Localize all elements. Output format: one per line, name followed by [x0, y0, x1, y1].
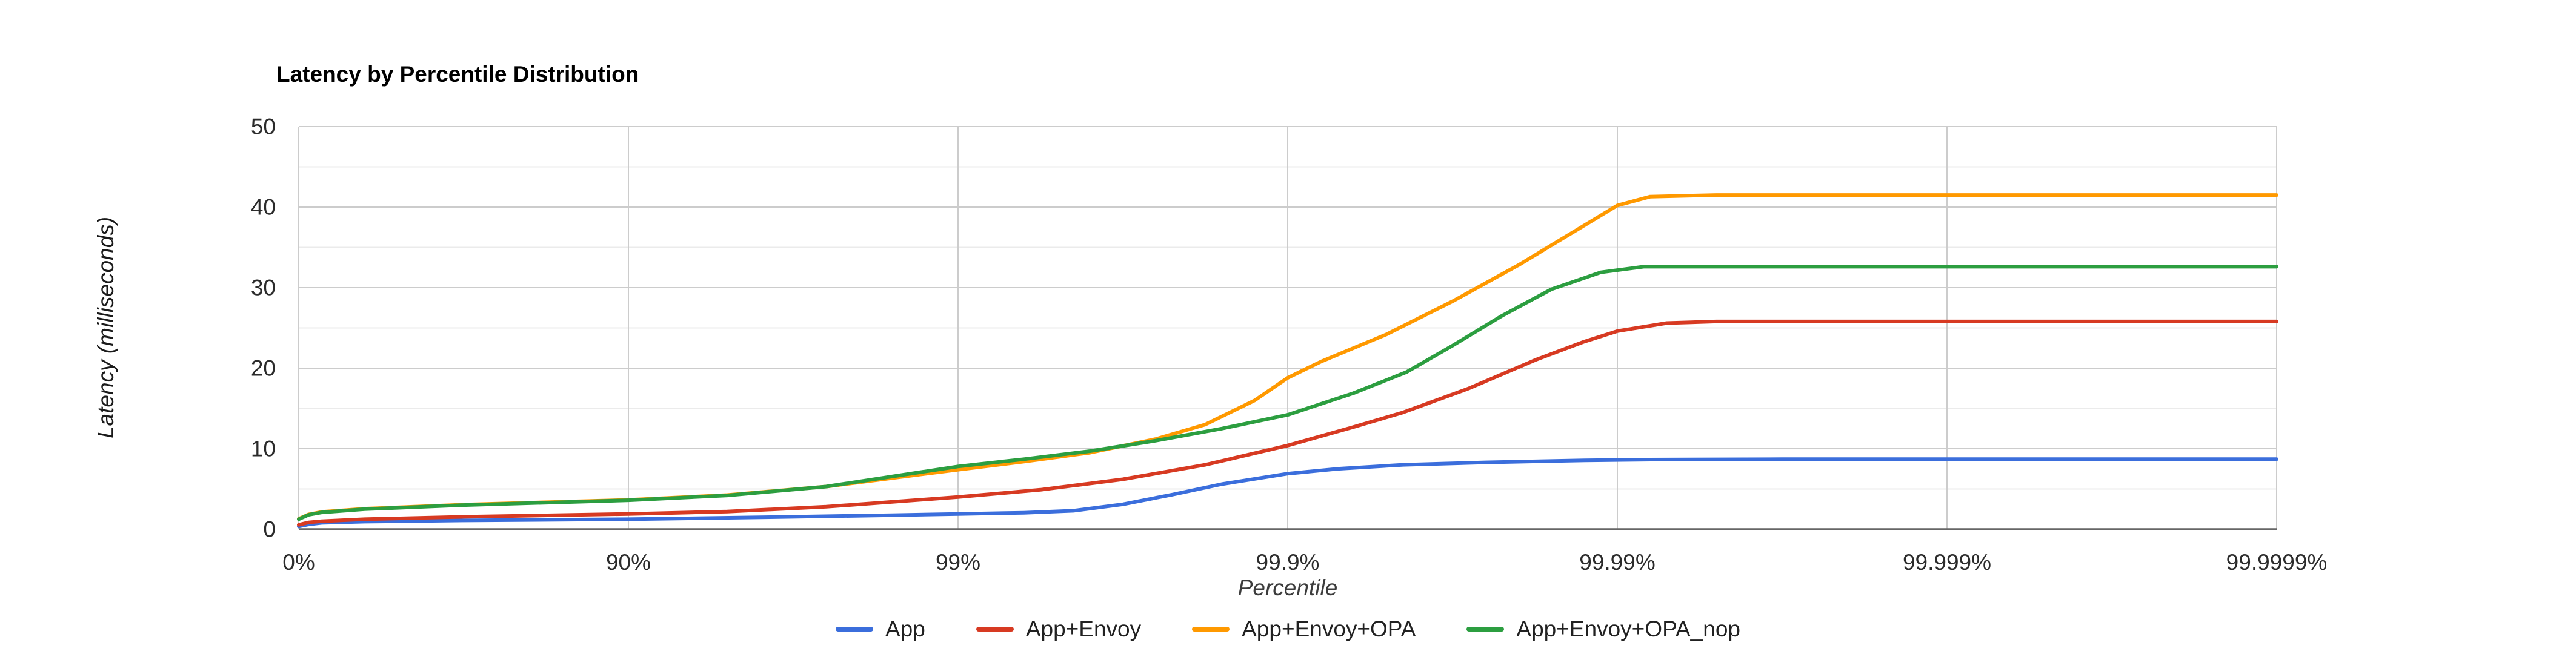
x-tick-label: 99.9% — [1256, 550, 1320, 575]
legend-swatch-icon — [1192, 627, 1230, 632]
legend-label: App+Envoy+OPA_nop — [1516, 616, 1740, 641]
legend-swatch-icon — [976, 627, 1014, 632]
x-tick-label: 0% — [282, 550, 315, 575]
y-tick-label: 30 — [250, 275, 276, 300]
y-tick-label: 0 — [263, 517, 276, 542]
x-axis-title: Percentile — [1237, 575, 1338, 600]
legend-label: App+Envoy+OPA — [1242, 616, 1416, 641]
x-tick-label: 99% — [935, 550, 981, 575]
series-line-App+Envoy — [297, 319, 2278, 527]
y-tick-label: 20 — [250, 355, 276, 381]
legend-item-App+Envoy+OPA_nop: App+Envoy+OPA_nop — [1466, 616, 1740, 642]
series-line-App — [297, 457, 2278, 529]
x-tick-label: 99.999% — [1902, 550, 1992, 575]
series-line-App+Envoy+OPA_nop — [297, 265, 2278, 521]
x-tick-label: 90% — [605, 550, 651, 575]
legend-label: App+Envoy — [1025, 616, 1142, 641]
legend-item-App+Envoy: App+Envoy — [976, 616, 1141, 642]
legend: App App+Envoy App+Envoy+OPA App+Envoy+OPA_n… — [0, 616, 2576, 642]
x-tick-label: 99.99% — [1579, 550, 1656, 575]
legend-item-App+Envoy+OPA: App+Envoy+OPA — [1192, 616, 1416, 642]
chart-title: Latency by Percentile Distribution — [276, 62, 639, 87]
legend-swatch-icon — [1466, 627, 1505, 632]
y-tick-label: 10 — [250, 436, 276, 461]
y-tick-label: 50 — [250, 114, 276, 139]
x-tick-label: 99.9999% — [2226, 550, 2328, 575]
y-tick-label: 40 — [250, 194, 276, 220]
legend-item-App: App — [836, 616, 925, 642]
legend-label: App — [885, 616, 925, 641]
legend-swatch-icon — [836, 627, 873, 632]
